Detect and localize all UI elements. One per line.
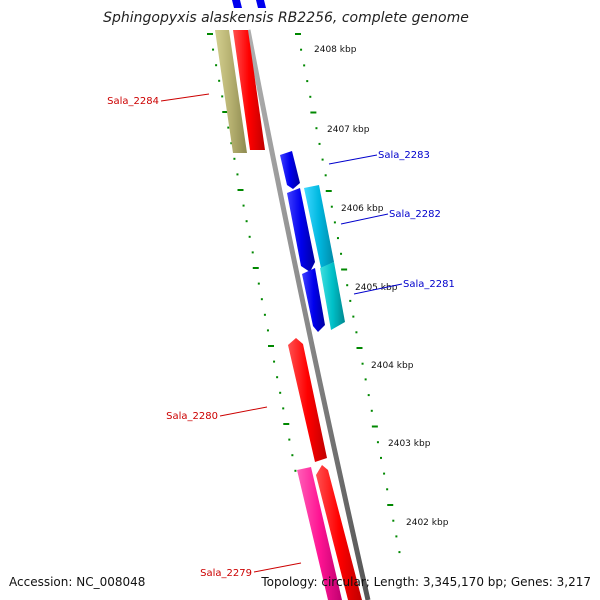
top-fragments xyxy=(232,0,266,8)
gene-leaders xyxy=(160,93,403,573)
gene-sala-2281-blue[interactable] xyxy=(302,268,325,332)
gene-label-sala-2282[interactable]: Sala_2282 xyxy=(389,209,441,220)
kbp-labels: 2408 kbp 2407 kbp 2406 kbp 2405 kbp 2404… xyxy=(314,45,449,528)
gene-sala-2279-red[interactable] xyxy=(316,465,362,600)
kbp-label: 2404 kbp xyxy=(371,361,414,371)
gene-label-sala-2284[interactable]: Sala_2284 xyxy=(107,96,159,107)
gene-sala-2283[interactable] xyxy=(280,151,300,189)
kbp-label: 2408 kbp xyxy=(314,45,357,55)
gene-labels: Sala_2284 Sala_2283 Sala_2282 Sala_2281 … xyxy=(107,96,455,579)
gene-features xyxy=(215,30,362,600)
gene-sala-2284-olive[interactable] xyxy=(215,30,247,153)
genome-backbone xyxy=(245,29,371,600)
accession-text: Accession: NC_008048 xyxy=(9,575,145,589)
gene-sala-2282-blue[interactable] xyxy=(287,188,315,272)
gene-label-sala-2280[interactable]: Sala_2280 xyxy=(166,411,218,422)
kbp-label: 2403 kbp xyxy=(388,439,431,449)
gene-sala-2284[interactable] xyxy=(233,30,265,150)
gene-label-sala-2283[interactable]: Sala_2283 xyxy=(378,150,430,161)
gene-sala-2282[interactable] xyxy=(304,185,334,268)
kbp-label: 2407 kbp xyxy=(327,125,370,135)
outer-tick-track xyxy=(295,33,401,554)
gene-label-sala-2279[interactable]: Sala_2279 xyxy=(200,568,252,579)
kbp-label: 2405 kbp xyxy=(355,283,398,293)
topology-text: Topology: circular; Length: 3,345,170 bp… xyxy=(260,575,591,589)
gene-sala-2279[interactable] xyxy=(297,467,342,600)
kbp-label: 2402 kbp xyxy=(406,518,449,528)
inner-tick-track xyxy=(207,33,297,472)
gene-sala-2280[interactable] xyxy=(288,338,327,462)
genome-title: Sphingopyxis alaskensis RB2256, complete… xyxy=(103,10,469,26)
gene-label-sala-2281[interactable]: Sala_2281 xyxy=(403,279,455,290)
kbp-label: 2406 kbp xyxy=(341,204,384,214)
gene-sala-2281[interactable] xyxy=(320,262,345,330)
